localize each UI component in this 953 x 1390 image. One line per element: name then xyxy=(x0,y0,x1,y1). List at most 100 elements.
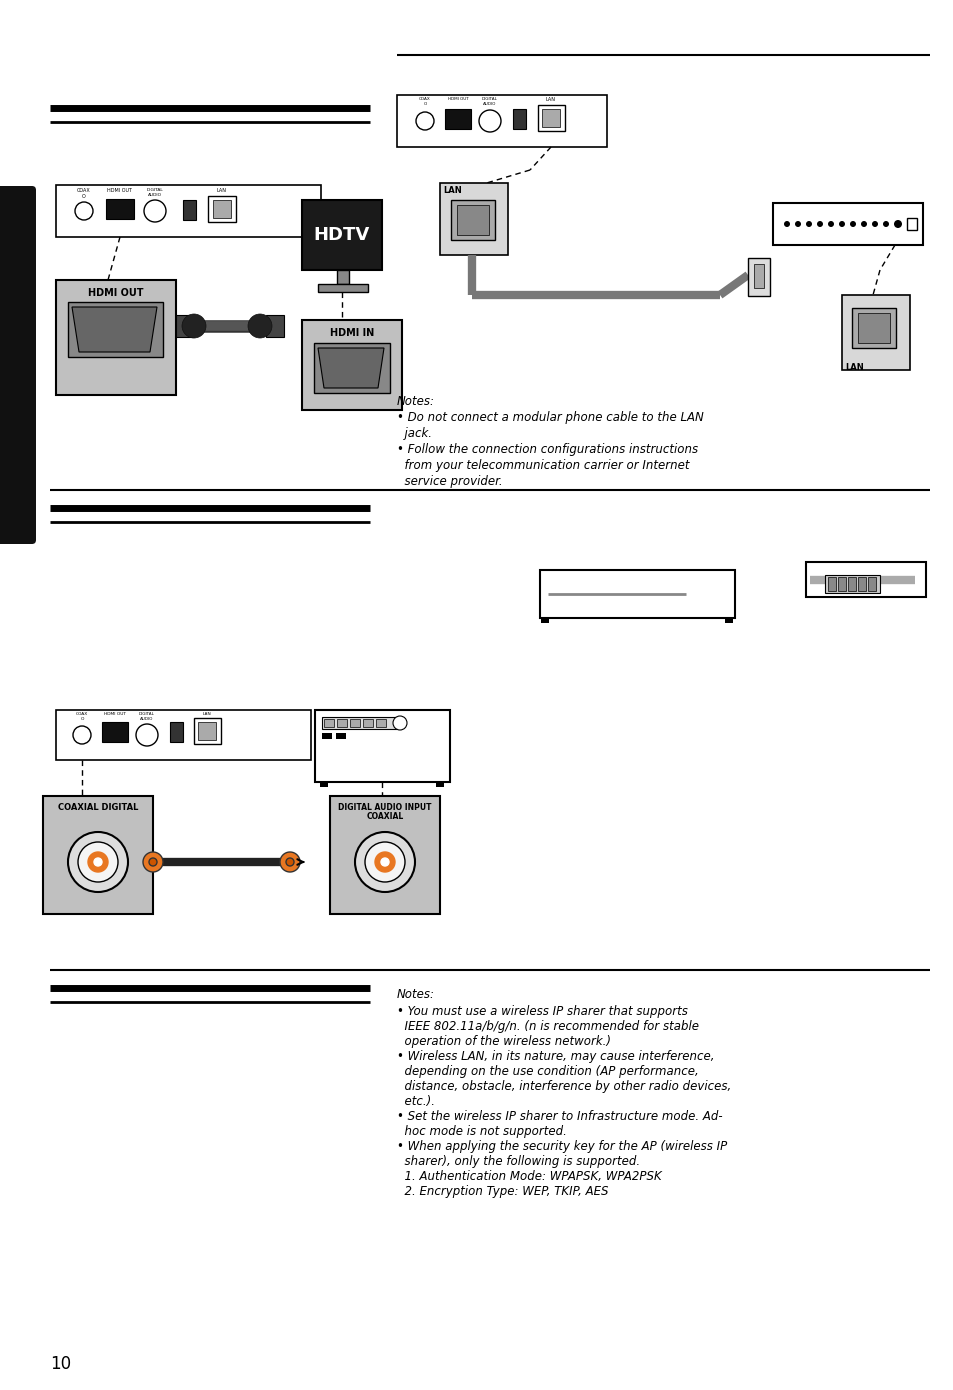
Bar xyxy=(56,710,311,760)
Text: HDMI OUT: HDMI OUT xyxy=(447,97,468,101)
Bar xyxy=(314,710,450,783)
Text: operation of the wireless network.): operation of the wireless network.) xyxy=(396,1036,610,1048)
Bar xyxy=(56,185,320,238)
Bar xyxy=(805,562,925,596)
Text: DIGITAL
AUDIO: DIGITAL AUDIO xyxy=(147,188,163,196)
Circle shape xyxy=(861,221,866,227)
Text: DIGITAL
AUDIO: DIGITAL AUDIO xyxy=(481,97,497,106)
Polygon shape xyxy=(317,348,384,388)
Circle shape xyxy=(73,726,91,744)
Circle shape xyxy=(286,858,294,866)
Bar xyxy=(851,309,895,348)
Circle shape xyxy=(182,314,206,338)
Bar xyxy=(857,577,865,591)
Circle shape xyxy=(882,221,888,227)
Circle shape xyxy=(816,221,822,227)
Bar xyxy=(302,320,401,410)
Text: • Set the wireless IP sharer to Infrastructure mode. Ad-: • Set the wireless IP sharer to Infrastr… xyxy=(396,1111,721,1123)
Bar xyxy=(335,733,346,739)
Bar xyxy=(539,570,734,619)
Bar xyxy=(213,200,231,218)
Bar xyxy=(724,619,732,623)
Text: service provider.: service provider. xyxy=(396,475,502,488)
Bar xyxy=(753,264,763,288)
Text: LAN: LAN xyxy=(216,188,227,193)
Circle shape xyxy=(871,221,877,227)
Bar xyxy=(336,719,347,727)
Bar xyxy=(102,721,128,742)
Text: 2. Encryption Type: WEP, TKIP, AES: 2. Encryption Type: WEP, TKIP, AES xyxy=(396,1186,608,1198)
Circle shape xyxy=(68,833,128,892)
Bar xyxy=(537,106,564,131)
Text: • You must use a wireless IP sharer that supports: • You must use a wireless IP sharer that… xyxy=(396,1005,687,1017)
Bar xyxy=(350,719,359,727)
Bar xyxy=(747,259,769,296)
Text: HDMI IN: HDMI IN xyxy=(330,328,374,338)
Circle shape xyxy=(143,852,163,872)
Circle shape xyxy=(849,221,855,227)
Circle shape xyxy=(355,833,415,892)
Bar xyxy=(198,721,215,739)
Text: Notes:: Notes: xyxy=(396,988,435,1001)
Bar xyxy=(302,200,381,270)
Circle shape xyxy=(248,314,272,338)
Bar xyxy=(451,200,495,240)
Bar xyxy=(363,719,373,727)
Text: depending on the use condition (AP performance,: depending on the use condition (AP perfo… xyxy=(396,1065,698,1079)
Text: LAN: LAN xyxy=(545,97,556,101)
Bar xyxy=(827,577,835,591)
Circle shape xyxy=(75,202,92,220)
Circle shape xyxy=(365,842,405,883)
Bar xyxy=(439,183,507,254)
Bar xyxy=(322,717,396,728)
Text: IEEE 802.11a/b/g/n. (n is recommended for stable: IEEE 802.11a/b/g/n. (n is recommended fo… xyxy=(396,1020,699,1033)
Bar xyxy=(540,619,548,623)
Text: COAX
O: COAX O xyxy=(76,712,88,720)
Bar xyxy=(513,108,525,129)
Bar xyxy=(68,302,163,357)
Text: from your telecommunication carrier or Internet: from your telecommunication carrier or I… xyxy=(396,459,689,473)
Circle shape xyxy=(380,858,389,866)
Circle shape xyxy=(783,221,789,227)
Text: Notes:: Notes: xyxy=(396,395,435,409)
Circle shape xyxy=(893,220,901,228)
Circle shape xyxy=(375,852,395,872)
Circle shape xyxy=(416,113,434,131)
Circle shape xyxy=(393,716,407,730)
Circle shape xyxy=(94,858,102,866)
Bar xyxy=(396,95,606,147)
Text: 10: 10 xyxy=(50,1355,71,1373)
Text: hoc mode is not supported.: hoc mode is not supported. xyxy=(396,1125,566,1138)
Bar xyxy=(314,343,390,393)
Bar xyxy=(56,279,175,395)
Polygon shape xyxy=(71,307,157,352)
Text: LAN: LAN xyxy=(442,186,461,195)
Bar xyxy=(43,796,152,915)
Bar xyxy=(330,796,439,915)
Text: DIGITAL
AUDIO: DIGITAL AUDIO xyxy=(139,712,154,720)
Circle shape xyxy=(149,858,157,866)
Text: COAXIAL DIGITAL: COAXIAL DIGITAL xyxy=(58,803,138,812)
Bar xyxy=(857,313,889,343)
Text: etc.).: etc.). xyxy=(396,1095,435,1108)
Bar xyxy=(175,316,193,336)
Text: LAN: LAN xyxy=(202,712,212,716)
Bar xyxy=(444,108,471,129)
Text: jack.: jack. xyxy=(396,427,432,441)
Bar xyxy=(183,200,195,220)
Text: COAX
O: COAX O xyxy=(418,97,431,106)
Circle shape xyxy=(827,221,833,227)
Text: HDTV: HDTV xyxy=(314,227,370,245)
Circle shape xyxy=(805,221,811,227)
Text: HDMI OUT: HDMI OUT xyxy=(108,188,132,193)
Circle shape xyxy=(144,200,166,222)
Circle shape xyxy=(88,852,108,872)
Circle shape xyxy=(280,852,299,872)
Bar xyxy=(847,577,855,591)
Bar xyxy=(456,204,489,235)
Bar xyxy=(541,108,559,126)
Bar xyxy=(170,721,183,742)
Circle shape xyxy=(838,221,844,227)
Circle shape xyxy=(136,724,158,746)
Text: DIGITAL AUDIO INPUT: DIGITAL AUDIO INPUT xyxy=(338,803,432,812)
